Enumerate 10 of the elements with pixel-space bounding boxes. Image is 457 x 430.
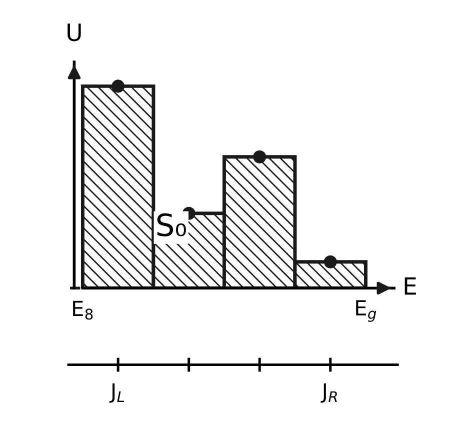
y-axis-title: U — [68, 24, 81, 42]
point — [253, 150, 266, 164]
annotation: S₀ — [157, 213, 186, 236]
text: E$_{8}$ — [73, 300, 93, 320]
x-tick-label: J$_{R}$ — [320, 383, 337, 403]
text: E$_{g}$ — [356, 300, 376, 322]
x-tick-label: J$_{L}$ — [109, 383, 124, 403]
point — [324, 255, 337, 268]
x-axis-title: E — [404, 277, 416, 295]
point — [112, 80, 125, 93]
